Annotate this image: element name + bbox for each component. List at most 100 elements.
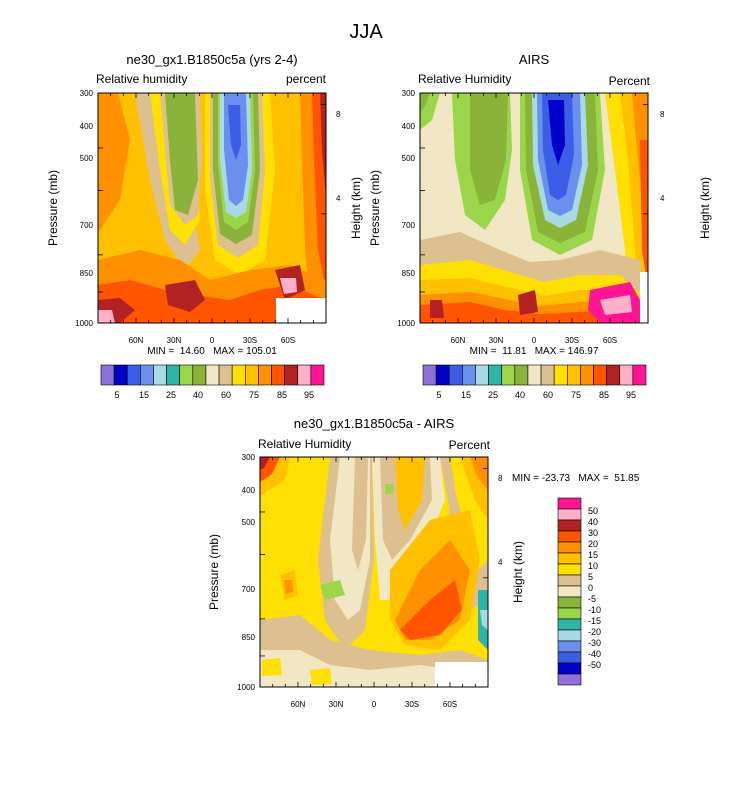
colorbar-swatch — [310, 364, 325, 386]
panel-model-xticks: 60N 30N 0 30S 60S — [129, 336, 295, 345]
colorbar-label: -50 — [588, 660, 601, 670]
colorbar-swatch — [619, 364, 634, 386]
figure-title: JJA — [349, 21, 383, 43]
panel-diff-y2label: Height (km) — [511, 541, 525, 603]
y-tick-label: 300 — [402, 89, 416, 98]
panel-diff-title: ne30_gx1.B1850c5a - AIRS — [294, 416, 455, 431]
colorbar-swatch — [557, 629, 582, 642]
colorbar-swatch — [514, 364, 529, 386]
y-tick-label: 300 — [80, 89, 94, 98]
x-tick-label: 30S — [405, 700, 419, 709]
colorbar-swatch — [553, 364, 568, 386]
panel-diff-contours — [260, 457, 488, 687]
y-tick-label: 300 — [242, 453, 256, 462]
panel-airs-ylabel: Pressure (mb) — [368, 170, 382, 246]
colorbar-model: 5 15 25 40 60 75 85 95 — [100, 364, 325, 400]
y2-tick-label: 4 — [336, 194, 341, 203]
x-tick-label: 60S — [281, 336, 295, 345]
colorbar-label: 5 — [114, 390, 119, 400]
colorbar-swatch — [566, 364, 581, 386]
colorbar-swatch — [462, 364, 476, 386]
colorbar-swatch — [231, 364, 246, 386]
colorbar-swatch — [557, 563, 582, 576]
colorbar-swatch — [557, 640, 582, 653]
y2-tick-label: 8 — [660, 110, 665, 119]
colorbar-label: -15 — [588, 616, 601, 626]
panel-diff-ylabel: Pressure (mb) — [207, 534, 221, 610]
x-tick-label: 60N — [129, 336, 144, 345]
panel-model-contours — [98, 93, 326, 323]
panel-model-ylabel: Pressure (mb) — [46, 170, 60, 246]
y-tick-label: 1000 — [237, 683, 255, 692]
panel-airs-yticks: 300 400 500 700 850 1000 8 4 — [397, 89, 665, 328]
colorbar-label: 5 — [436, 390, 441, 400]
colorbar-swatch — [606, 364, 621, 386]
panel-airs-tickmarks — [419, 92, 649, 324]
x-tick-label: 30N — [329, 700, 344, 709]
colorbar-swatch — [100, 364, 115, 386]
colorbar-label: 95 — [304, 390, 314, 400]
colorbar-swatch — [488, 364, 503, 386]
x-tick-label: 30N — [167, 336, 182, 345]
colorbar-swatch — [140, 364, 154, 386]
colorbar-label: -40 — [588, 649, 601, 659]
x-tick-label: 60N — [291, 700, 306, 709]
panel-airs-xticks: 60N 30N 0 30S 60S — [451, 336, 617, 345]
colorbar-swatch — [557, 519, 582, 532]
colorbar-label: 40 — [193, 390, 203, 400]
colorbar-label: 20 — [588, 539, 598, 549]
colorbar-label: 75 — [571, 390, 581, 400]
y-tick-label: 400 — [402, 122, 416, 131]
colorbar-swatch — [192, 364, 207, 386]
colorbar-label: -10 — [588, 605, 601, 615]
colorbar-swatch — [448, 364, 463, 386]
colorbar-swatch — [557, 607, 582, 620]
colorbar-swatch — [557, 497, 582, 510]
colorbar-swatch — [580, 364, 594, 386]
colorbar-label: 85 — [277, 390, 287, 400]
colorbar-label: 25 — [166, 390, 176, 400]
colorbar-model-labels: 5 15 25 40 60 75 85 95 — [114, 390, 314, 400]
colorbar-swatch — [557, 508, 582, 521]
colorbar-airs: 5 15 25 40 60 75 85 95 — [422, 364, 647, 400]
colorbar-swatch — [166, 364, 181, 386]
x-tick-label: 30N — [489, 336, 504, 345]
panel-airs: AIRS Relative Humidity Percent — [368, 52, 712, 357]
colorbar-label: -5 — [588, 594, 596, 604]
colorbar-diff-swatches — [557, 497, 582, 686]
colorbar-label: 15 — [588, 550, 598, 560]
colorbar-swatch — [557, 552, 582, 565]
y-tick-label: 700 — [80, 221, 94, 230]
y-tick-label: 1000 — [75, 319, 93, 328]
y2-tick-label: 4 — [660, 194, 665, 203]
colorbar-label: -20 — [588, 627, 601, 637]
y2-tick-label: 8 — [498, 474, 503, 483]
colorbar-swatch — [271, 364, 285, 386]
x-tick-label: 60N — [451, 336, 466, 345]
colorbar-label: 95 — [626, 390, 636, 400]
x-tick-label: 60S — [603, 336, 617, 345]
colorbar-swatch — [284, 364, 299, 386]
colorbar-label: 40 — [515, 390, 525, 400]
colorbar-swatch — [113, 364, 128, 386]
colorbar-label: 85 — [599, 390, 609, 400]
colorbar-label: 30 — [588, 528, 598, 538]
panel-airs-minmax: MIN = 11.81 MAX = 146.97 — [470, 346, 599, 357]
colorbar-swatch — [557, 651, 582, 664]
y-tick-label: 500 — [242, 518, 256, 527]
colorbar-swatch — [632, 364, 647, 386]
x-tick-label: 0 — [532, 336, 537, 345]
panel-diff-tickmarks — [259, 456, 489, 688]
panel-model-minmax: MIN = 14.60 MAX = 105.01 — [147, 346, 277, 357]
panel-diff-yticks: 300 400 500 700 850 1000 8 4 — [237, 453, 503, 692]
y-tick-label: 400 — [80, 122, 94, 131]
colorbar-swatch — [557, 596, 582, 609]
panel-diff-right-label: Percent — [449, 438, 491, 452]
colorbar-model-swatches — [100, 364, 325, 386]
panel-airs-y2label: Height (km) — [698, 177, 712, 239]
y-tick-label: 700 — [242, 585, 256, 594]
colorbar-label: 15 — [461, 390, 471, 400]
panel-diff-xticks: 60N 30N 0 30S 60S — [291, 700, 457, 709]
colorbar-swatch — [435, 364, 450, 386]
